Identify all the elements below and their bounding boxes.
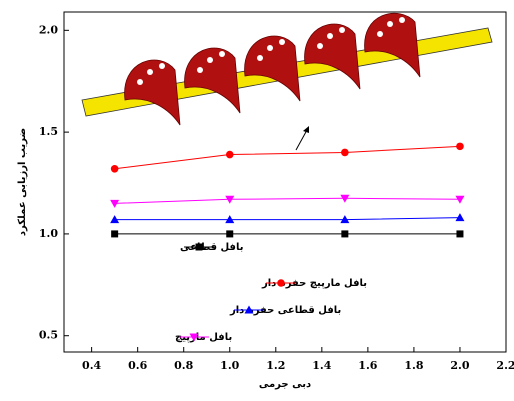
legend-marker: [189, 333, 199, 342]
x-tick-label: 2.0: [450, 359, 469, 372]
plot-frame: [63, 11, 507, 353]
marker: [455, 195, 465, 204]
y-tick-label: 1.0: [39, 227, 58, 240]
marker: [455, 213, 465, 222]
y-tick-label: 1.5: [39, 125, 58, 138]
marker: [111, 230, 119, 238]
marker: [340, 194, 350, 203]
y-tick-label: 2.0: [39, 23, 58, 36]
legend-marker: [277, 279, 285, 287]
series-line: [114, 145, 460, 170]
x-tick-label: 1.0: [220, 359, 239, 372]
marker: [226, 230, 234, 238]
x-tick-label: 1.8: [404, 359, 423, 372]
marker: [456, 230, 464, 238]
y-tick-label: 0.5: [39, 329, 58, 342]
y-axis-label: ضریب ارزیابی عملکرد: [17, 128, 28, 236]
marker: [456, 142, 464, 151]
marker: [225, 150, 234, 159]
legend-marker: [244, 305, 254, 314]
x-tick-label: 0.6: [128, 359, 147, 372]
series-line: [114, 197, 460, 204]
marker: [225, 215, 235, 224]
legend-label: بافل مارپیچ حفره دار: [261, 278, 367, 289]
marker: [340, 215, 350, 224]
x-tick-label: 1.2: [266, 359, 285, 372]
marker: [110, 215, 120, 224]
screw-illustration: [81, 13, 493, 126]
marker: [341, 148, 349, 157]
marker: [110, 164, 119, 173]
marker: [225, 195, 235, 204]
series-line: [114, 217, 460, 221]
legend-marker: [195, 243, 203, 251]
marker: [341, 230, 349, 238]
x-tick-label: 0.8: [174, 359, 193, 372]
x-tick-label: 0.4: [82, 359, 101, 372]
legend-label: بافل قطاعی حفره دار: [229, 305, 341, 316]
x-tick-label: 1.6: [358, 359, 377, 372]
annotation-arrow: [295, 126, 309, 151]
x-tick-label: 2.2: [496, 359, 514, 372]
x-axis-label: دبی جرمی: [259, 379, 311, 390]
marker: [110, 199, 120, 208]
x-tick-label: 1.4: [312, 359, 331, 372]
